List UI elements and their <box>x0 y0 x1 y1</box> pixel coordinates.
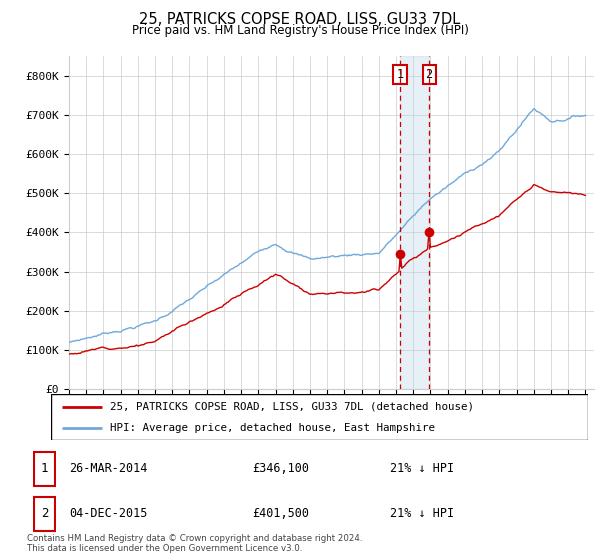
Text: £401,500: £401,500 <box>252 507 309 520</box>
Text: 26-MAR-2014: 26-MAR-2014 <box>69 463 148 475</box>
Text: 2: 2 <box>425 68 433 81</box>
Text: Contains HM Land Registry data © Crown copyright and database right 2024.
This d: Contains HM Land Registry data © Crown c… <box>27 534 362 553</box>
Text: 21% ↓ HPI: 21% ↓ HPI <box>390 463 454 475</box>
Bar <box>400 56 429 389</box>
Text: HPI: Average price, detached house, East Hampshire: HPI: Average price, detached house, East… <box>110 423 435 433</box>
Text: Price paid vs. HM Land Registry's House Price Index (HPI): Price paid vs. HM Land Registry's House … <box>131 24 469 36</box>
Text: 2: 2 <box>41 507 48 520</box>
FancyBboxPatch shape <box>34 452 55 486</box>
FancyBboxPatch shape <box>34 497 55 531</box>
Text: 25, PATRICKS COPSE ROAD, LISS, GU33 7DL: 25, PATRICKS COPSE ROAD, LISS, GU33 7DL <box>139 12 461 27</box>
Text: 21% ↓ HPI: 21% ↓ HPI <box>390 507 454 520</box>
Text: £346,100: £346,100 <box>252 463 309 475</box>
Text: 04-DEC-2015: 04-DEC-2015 <box>69 507 148 520</box>
Text: 25, PATRICKS COPSE ROAD, LISS, GU33 7DL (detached house): 25, PATRICKS COPSE ROAD, LISS, GU33 7DL … <box>110 402 474 412</box>
FancyBboxPatch shape <box>51 394 588 440</box>
Text: 1: 1 <box>397 68 404 81</box>
Text: 1: 1 <box>41 463 48 475</box>
